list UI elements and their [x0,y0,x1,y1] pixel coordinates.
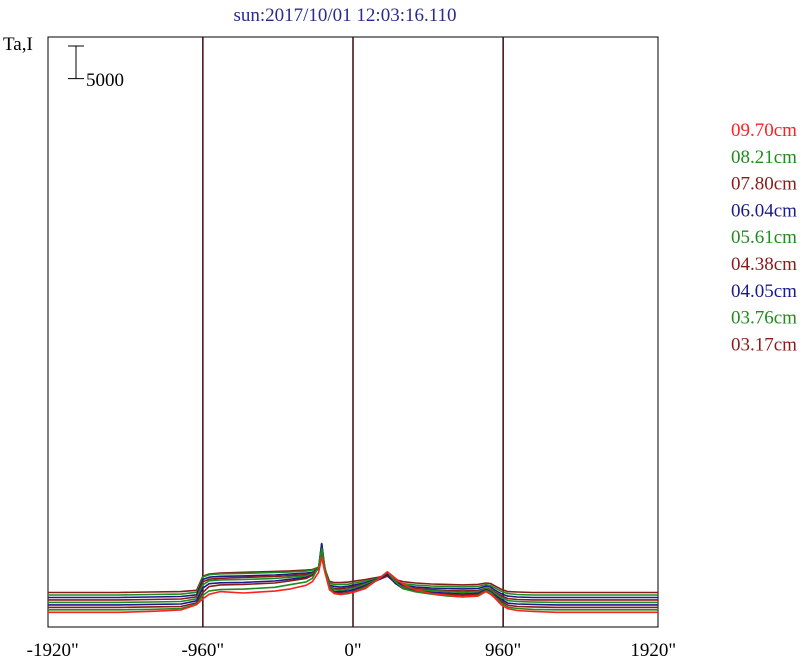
intensity-scale-bar [68,45,84,80]
series-lines [48,542,658,614]
legend-entry: 07.80cm [731,174,797,195]
y-axis-label: Ta,I [3,34,33,55]
series-line-0438cm [48,547,658,601]
series-line-0604cm [48,542,658,606]
series-line-0561cm [48,542,658,604]
x-tick-label: -1920" [27,640,79,661]
chart-title: sun:2017/10/01 12:03:16.110 [233,5,456,26]
x-tick-label: 960" [485,640,521,661]
legend-entry: 04.05cm [731,281,797,302]
legend-entry: 04.38cm [731,254,797,275]
x-tick-label: 0" [344,640,361,661]
legend-entry: 03.76cm [731,308,797,329]
x-axis-ticks: -1920" -960" 0" 960" 1920" [27,640,677,661]
legend: 09.70cm 08.21cm 07.80cm 06.04cm 05.61cm 04.38… [731,120,797,355]
x-tick-label: 1920" [630,640,676,661]
scale-bar-label: 5000 [86,70,124,91]
series-line-0405cm [48,543,658,599]
x-tick-label: -960" [182,640,225,661]
legend-entry: 09.70cm [731,120,797,141]
disk-limb-lines [202,37,504,627]
series-line-0376cm [48,552,658,596]
legend-entry: 05.61cm [731,227,797,248]
legend-entry: 03.17cm [731,334,797,355]
legend-entry: 06.04cm [731,200,797,221]
series-line-0970cm [48,556,658,614]
legend-entry: 08.21cm [731,147,797,168]
